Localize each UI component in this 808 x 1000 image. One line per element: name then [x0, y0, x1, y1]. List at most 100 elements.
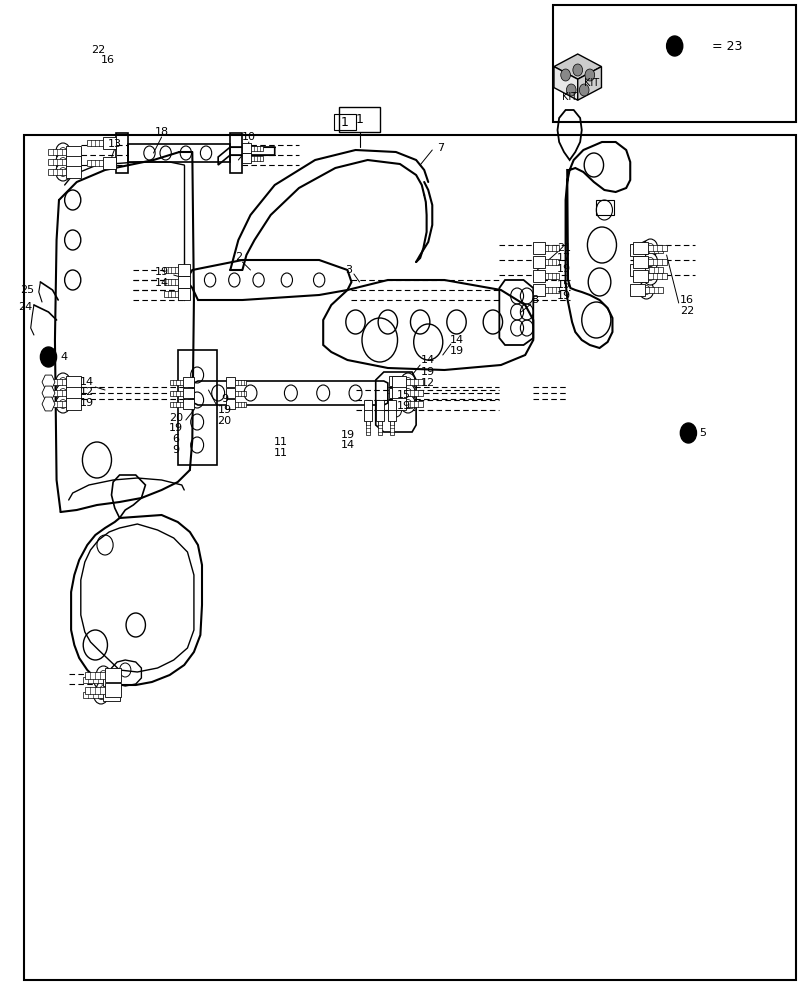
Text: 21: 21 [557, 243, 571, 253]
Polygon shape [183, 377, 194, 387]
Polygon shape [390, 421, 394, 435]
Polygon shape [554, 67, 578, 100]
Text: 16: 16 [100, 55, 115, 65]
Polygon shape [164, 291, 179, 297]
Circle shape [579, 84, 589, 96]
Text: 19: 19 [557, 291, 571, 301]
Text: 20: 20 [217, 416, 232, 426]
Bar [24, 135, 796, 980]
Polygon shape [633, 256, 648, 268]
Circle shape [98, 676, 105, 684]
Text: 19: 19 [169, 423, 183, 433]
Polygon shape [66, 376, 81, 388]
Polygon shape [645, 267, 663, 273]
Polygon shape [83, 677, 103, 683]
Text: 17: 17 [557, 253, 571, 263]
Circle shape [405, 377, 412, 386]
Circle shape [56, 395, 70, 413]
Polygon shape [235, 380, 246, 384]
Polygon shape [392, 398, 406, 410]
Polygon shape [388, 410, 396, 421]
Circle shape [56, 153, 70, 171]
Circle shape [100, 686, 107, 694]
Circle shape [96, 666, 111, 684]
Text: 7: 7 [437, 143, 444, 153]
Text: 12: 12 [80, 387, 95, 397]
Text: 19: 19 [340, 430, 355, 440]
Polygon shape [66, 166, 81, 178]
Text: 14: 14 [340, 440, 355, 450]
Polygon shape [545, 273, 559, 279]
Text: 19: 19 [557, 264, 571, 274]
Polygon shape [105, 683, 121, 697]
Polygon shape [533, 284, 545, 296]
Polygon shape [170, 402, 183, 406]
Circle shape [643, 286, 650, 294]
Text: 11: 11 [274, 448, 288, 458]
Polygon shape [545, 245, 559, 251]
Polygon shape [103, 689, 120, 701]
Polygon shape [226, 399, 235, 409]
Polygon shape [170, 391, 183, 395]
Polygon shape [645, 247, 663, 253]
Circle shape [647, 243, 654, 252]
Circle shape [643, 267, 658, 285]
Polygon shape [85, 672, 105, 678]
Polygon shape [48, 169, 66, 175]
Polygon shape [170, 380, 183, 384]
Polygon shape [406, 401, 423, 407]
Circle shape [639, 241, 654, 259]
Circle shape [56, 143, 70, 161]
Text: 15: 15 [557, 280, 571, 290]
Polygon shape [400, 403, 412, 408]
Text: 22: 22 [91, 45, 106, 55]
Polygon shape [251, 156, 263, 160]
Text: 25: 25 [21, 285, 35, 295]
Polygon shape [648, 273, 667, 279]
Polygon shape [242, 143, 251, 153]
Polygon shape [179, 264, 190, 276]
Polygon shape [103, 137, 116, 149]
Polygon shape [633, 242, 648, 254]
Polygon shape [533, 242, 545, 254]
Polygon shape [164, 267, 179, 273]
Polygon shape [83, 692, 103, 698]
Circle shape [60, 377, 66, 386]
Polygon shape [630, 284, 645, 296]
Text: 14: 14 [421, 355, 436, 365]
Text: 19: 19 [80, 398, 95, 408]
Polygon shape [66, 146, 81, 158]
Text: 4: 4 [61, 352, 68, 362]
Circle shape [56, 384, 70, 402]
Text: 6: 6 [173, 434, 179, 444]
Text: 11: 11 [274, 437, 288, 447]
Text: 13: 13 [107, 139, 122, 149]
Polygon shape [389, 400, 400, 410]
Circle shape [401, 384, 415, 402]
Polygon shape [377, 411, 381, 425]
Polygon shape [242, 153, 251, 163]
Circle shape [639, 261, 654, 279]
Polygon shape [630, 264, 645, 276]
Circle shape [401, 395, 415, 413]
Polygon shape [103, 157, 116, 169]
Bar [334, 114, 356, 130]
Circle shape [60, 167, 66, 176]
Polygon shape [389, 376, 400, 386]
Polygon shape [365, 411, 370, 425]
Circle shape [643, 245, 650, 254]
Text: 19: 19 [397, 401, 411, 411]
Circle shape [647, 257, 654, 266]
Circle shape [60, 399, 66, 408]
Polygon shape [42, 386, 55, 400]
Text: 8: 8 [532, 295, 538, 305]
Polygon shape [377, 421, 381, 435]
Polygon shape [226, 388, 235, 398]
Polygon shape [633, 270, 648, 282]
Polygon shape [48, 379, 66, 385]
Polygon shape [533, 256, 545, 268]
Polygon shape [400, 379, 412, 383]
Circle shape [401, 373, 415, 391]
Polygon shape [400, 391, 412, 395]
Circle shape [100, 670, 107, 680]
